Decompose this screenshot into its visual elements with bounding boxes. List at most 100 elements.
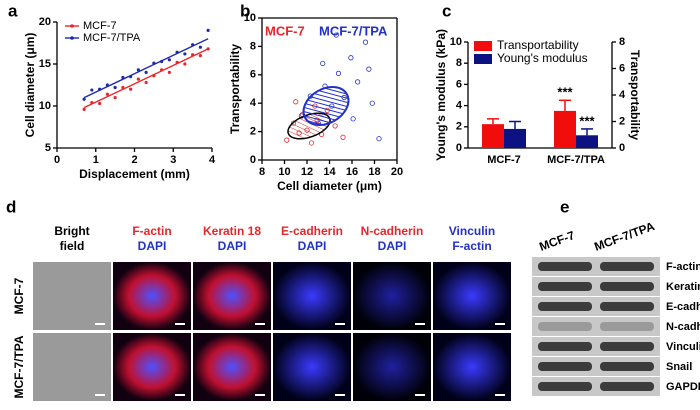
blot-band: [600, 382, 654, 391]
band-label: GAPDH: [666, 381, 700, 393]
legend-label: Young's modulus: [497, 51, 588, 65]
x-tick-label: 2: [131, 154, 137, 166]
blot-band: [600, 302, 654, 311]
scatter-point: [136, 68, 140, 72]
y-tick-label: 15: [39, 58, 51, 70]
x-tick-label: 14: [323, 166, 336, 178]
micrograph: [273, 262, 351, 330]
y-tick-label: 4: [456, 100, 463, 112]
blot-band: [538, 282, 592, 291]
panel-label: b: [240, 1, 250, 20]
fit-line: [83, 48, 209, 109]
x-tick-label: 16: [346, 166, 358, 178]
x-tick-label: 8: [259, 166, 265, 178]
scatter-point: [335, 70, 342, 76]
blot-strip: [532, 297, 660, 316]
blot-band: [600, 342, 654, 351]
micrograph: [273, 333, 351, 401]
legend-swatch: [474, 54, 492, 64]
scatter-point: [350, 116, 356, 122]
panel-label: a: [8, 1, 18, 20]
column-header: N-cadherin: [361, 224, 424, 238]
panel-label: c: [442, 1, 451, 20]
scatter-point: [113, 96, 117, 100]
x-axis-label: Cell diameter (μm): [277, 179, 382, 193]
scatter-point: [144, 70, 148, 74]
column-header: Bright: [54, 224, 89, 238]
y-tick-label: 8: [456, 57, 462, 69]
y-axis-label: Cell diameter (μm): [23, 33, 37, 138]
blot-band: [600, 282, 654, 291]
column-header: field: [60, 239, 85, 253]
blot-strip: [532, 377, 660, 396]
bar: [482, 124, 504, 148]
micrograph: [193, 333, 271, 401]
blot-band: [538, 362, 592, 371]
micrograph: [353, 262, 431, 330]
significance: ***: [557, 85, 573, 100]
micrograph: [113, 262, 191, 330]
x-tick-label: 1: [93, 154, 99, 166]
scatter-point: [320, 60, 326, 67]
x-tick-label: 12: [301, 166, 313, 178]
micrograph: [433, 333, 511, 401]
fit-line: [83, 38, 209, 99]
y-tick-label: 6: [250, 69, 256, 81]
scatter-point: [293, 99, 299, 105]
blot-band: [600, 322, 654, 331]
y2-tick-label: 8: [619, 36, 625, 48]
x-tick-label: 3: [170, 154, 176, 166]
blot-band: [600, 262, 654, 271]
blot-strip: [532, 357, 660, 376]
micrograph: [113, 333, 191, 401]
blot-band: [538, 382, 592, 391]
scatter-point: [105, 92, 109, 96]
y-tick-label: 0: [456, 142, 462, 154]
bar: [554, 110, 576, 148]
y-tick-label: 5: [45, 142, 51, 154]
band-label: N-cadherin: [666, 321, 700, 333]
micrograph: [433, 262, 511, 330]
y-tick-label: 8: [250, 40, 256, 52]
scatter-point: [183, 62, 187, 66]
column-header: DAPI: [298, 239, 327, 253]
significance: ***: [579, 113, 595, 128]
scatter-point: [136, 77, 140, 81]
bar: [504, 128, 526, 148]
lane-label: MCF-7: [537, 228, 577, 254]
column-header: DAPI: [218, 239, 247, 253]
scatter-point: [206, 28, 210, 32]
scatter-point: [113, 85, 117, 90]
y2-tick-label: 2: [619, 115, 625, 127]
micrograph: [33, 262, 111, 330]
scatter-point: [284, 137, 290, 143]
legend-label: MCF-7: [83, 20, 117, 32]
band-label: Keratin 18: [666, 281, 700, 293]
blot-strip: [532, 257, 660, 276]
series-label: MCF-7/TPA: [319, 23, 388, 38]
y2-tick-label: 0: [619, 142, 625, 154]
x-tick-label: MCF-7/TPA: [547, 154, 605, 166]
band-label: E-cadherin: [666, 301, 700, 313]
panel-label: d: [6, 197, 16, 216]
row-label: MCF-7: [12, 277, 26, 314]
x-tick-label: 10: [278, 166, 290, 178]
y-tick-label: 2: [250, 126, 256, 138]
micrograph: [33, 333, 111, 401]
scatter-point: [308, 140, 315, 146]
scatter-point: [332, 123, 338, 129]
y-tick-label: 10: [450, 36, 462, 48]
blot-strip: [532, 277, 660, 296]
row-label: MCF-7/TPA: [12, 335, 26, 398]
y-tick-label: 20: [39, 16, 51, 28]
x-tick-label: 4: [209, 154, 216, 166]
legend-label: MCF-7/TPA: [83, 32, 141, 44]
y2-tick-label: 6: [619, 62, 625, 74]
scatter-point: [355, 79, 361, 85]
column-header: Vinculin: [449, 224, 495, 238]
band-label: Vinculin: [666, 341, 700, 353]
scatter-point: [366, 66, 372, 72]
scatter-point: [362, 39, 369, 45]
column-header: DAPI: [378, 239, 407, 253]
